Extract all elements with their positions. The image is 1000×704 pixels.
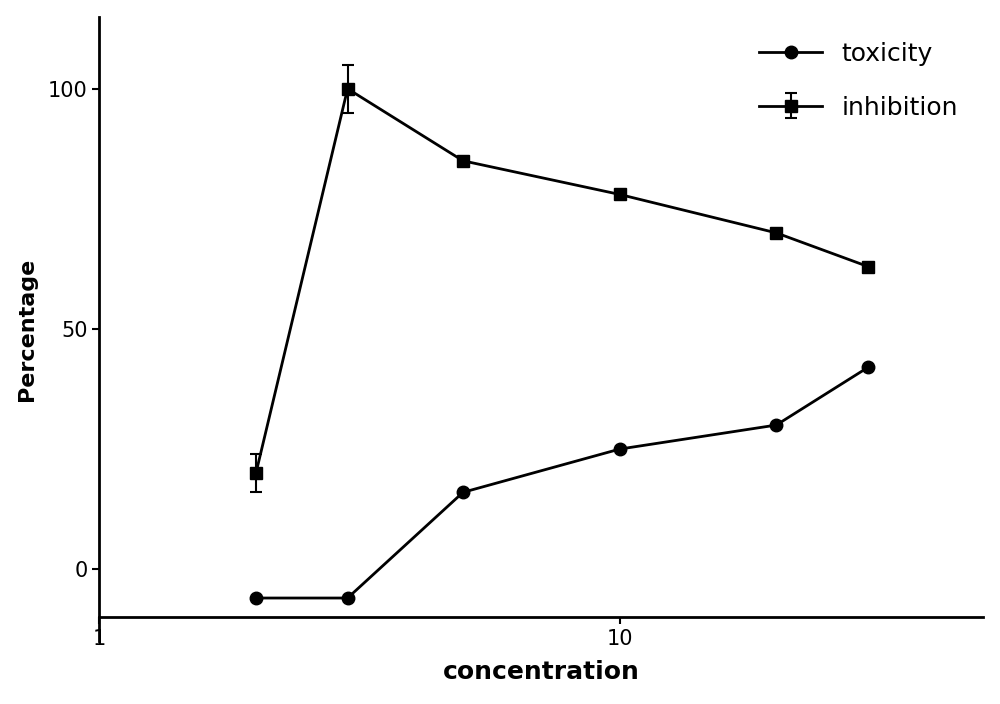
toxicity (770, 421, 782, 429)
toxicity (342, 593, 354, 602)
toxicity (614, 445, 626, 453)
toxicity (862, 363, 874, 372)
X-axis label: concentration: concentration (443, 660, 640, 684)
Line: toxicity: toxicity (250, 361, 874, 604)
Legend: toxicity, inhibition: toxicity, inhibition (747, 29, 971, 132)
toxicity (250, 593, 262, 602)
Y-axis label: Percentage: Percentage (17, 258, 37, 401)
toxicity (457, 488, 469, 496)
